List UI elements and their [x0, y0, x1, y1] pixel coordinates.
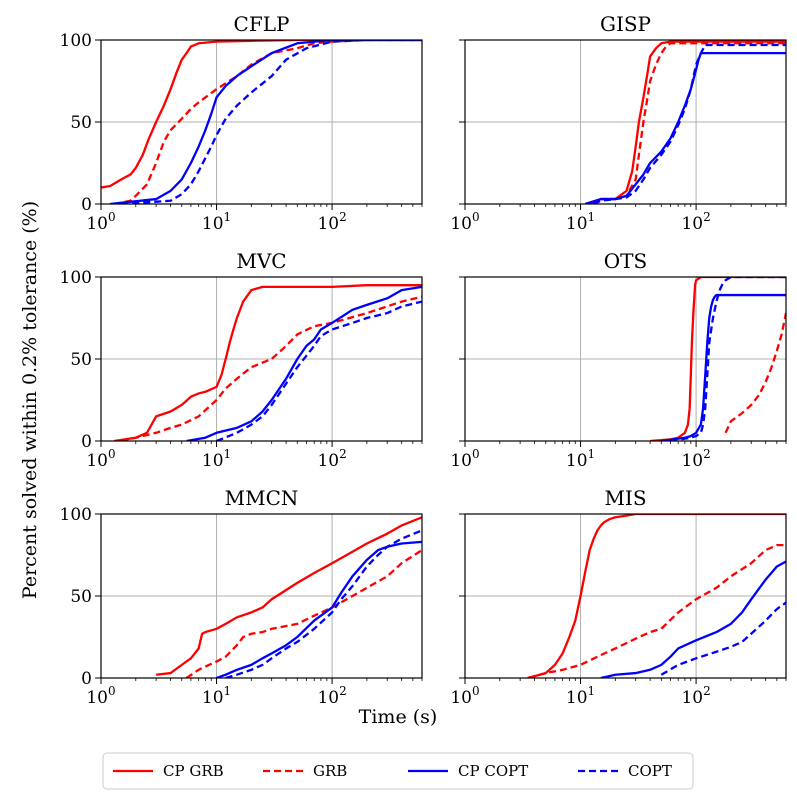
panel-mis: 100 101 102 MIS: [450, 486, 787, 708]
panel-mmcn-xtick-label-100: 102: [317, 684, 346, 708]
panel-mis-title: MIS: [604, 486, 646, 510]
panel-mmcn-ytick-label-0: 0: [81, 669, 92, 689]
panel-mvc-line-cp-copt: [186, 285, 422, 441]
panel-cflp-ytick-label-0: 0: [81, 195, 92, 215]
panel-mmcn-series: [156, 516, 422, 678]
panel-ots-line-cp-grb: [650, 277, 786, 441]
panel-cflp-line-copt: [121, 40, 422, 204]
panel-cflp-line-cp-grb: [101, 40, 422, 189]
panel-gisp: 100 101 102 GISP: [450, 12, 787, 234]
panel-ots: 100 101 102 OTS: [450, 249, 787, 471]
panel-mmcn-ytick-label-100: 100: [60, 505, 92, 525]
panel-mmcn: 100 101 102 0 50 100 MMCN: [60, 486, 423, 708]
panel-mis-line-copt: [660, 601, 786, 676]
panel-mvc-xtick-label-1: 100: [86, 447, 115, 471]
panel-mis-line-grb: [527, 544, 786, 678]
panel-ots-xtick-label-1: 100: [450, 447, 479, 471]
panel-cflp-ytick-label-100: 100: [60, 31, 92, 51]
panel-ots-xtick-label-10: 101: [566, 447, 595, 471]
panel-gisp-xtick-label-100: 102: [681, 210, 710, 234]
panel-ots-line-cp-copt: [661, 293, 786, 441]
legend-label-cp-copt: CP COPT: [458, 762, 528, 780]
panel-ots-series: [650, 277, 786, 441]
panel-mvc-xtick-label-10: 101: [202, 447, 231, 471]
panel-mvc-ytick-label-100: 100: [60, 268, 92, 288]
panel-gisp-series: [584, 40, 786, 204]
panel-cflp-line-cp-copt: [110, 40, 422, 204]
legend-label-cp-grb: CP GRB: [163, 762, 224, 780]
panel-mis-line-cp-copt: [600, 560, 786, 678]
panel-cflp-xtick-label-10: 101: [202, 210, 231, 234]
panel-mvc-ytick-label-50: 50: [70, 350, 92, 370]
panel-gisp-line-cp-copt: [584, 51, 786, 204]
panel-mvc-line-grb: [121, 295, 422, 441]
panel-cflp-xtick-label-100: 102: [317, 210, 346, 234]
panel-mvc: 100 101 102 0 50 100 MVC: [60, 249, 423, 471]
x-axis-label: Time (s): [359, 706, 438, 728]
panel-gisp-xtick-label-10: 101: [566, 210, 595, 234]
panel-mmcn-xtick-label-10: 101: [202, 684, 231, 708]
legend-label-copt: COPT: [628, 762, 672, 780]
panel-ots-title: OTS: [604, 249, 647, 273]
panel-gisp-title: GISP: [600, 12, 651, 36]
panel-mvc-line-copt: [216, 300, 422, 441]
panel-mis-xtick-label-10: 101: [566, 684, 595, 708]
panel-mmcn-title: MMCN: [225, 486, 299, 510]
panel-cflp-title: CFLP: [234, 12, 290, 36]
panel-mis-xtick-label-100: 102: [681, 684, 710, 708]
legend-label-grb: GRB: [313, 762, 347, 780]
panel-mvc-line-cp-grb: [113, 284, 422, 441]
panel-mmcn-xtick-label-1: 100: [86, 684, 115, 708]
panel-mvc-series: [113, 284, 422, 441]
panel-mvc-ytick-label-0: 0: [81, 432, 92, 452]
panel-mmcn-ytick-label-50: 50: [70, 587, 92, 607]
panel-ots-line-copt: [670, 277, 786, 441]
panel-gisp-xtick-label-1: 100: [450, 210, 479, 234]
panel-gisp-line-cp-grb: [584, 40, 786, 204]
panel-mmcn-line-copt: [225, 529, 422, 678]
panel-cflp-xtick-label-1: 100: [86, 210, 115, 234]
panel-ots-xtick-label-100: 102: [681, 447, 710, 471]
panel-mis-xtick-label-1: 100: [450, 684, 479, 708]
panel-mmcn-line-grb: [185, 549, 422, 678]
panel-gisp-line-grb: [589, 42, 786, 204]
panel-cflp-line-grb: [113, 40, 422, 204]
panel-mvc-xtick-label-100: 102: [317, 447, 346, 471]
legend-frame: [102, 752, 694, 790]
panel-cflp-ytick-label-50: 50: [70, 113, 92, 133]
panel-mmcn-line-cp-copt: [216, 540, 422, 678]
panel-mvc-title: MVC: [236, 249, 286, 273]
panel-gisp-line-copt: [593, 43, 786, 204]
legend: CP GRB GRB CP COPT COPT: [102, 752, 694, 790]
y-axis-label: Percent solved within 0.2% tolerance (%): [19, 201, 41, 599]
panel-mmcn-line-cp-grb: [156, 516, 422, 676]
panel-cflp: 100 101 102 0 50 100 CFLP: [60, 12, 423, 234]
panel-ots-line-grb: [724, 312, 786, 434]
